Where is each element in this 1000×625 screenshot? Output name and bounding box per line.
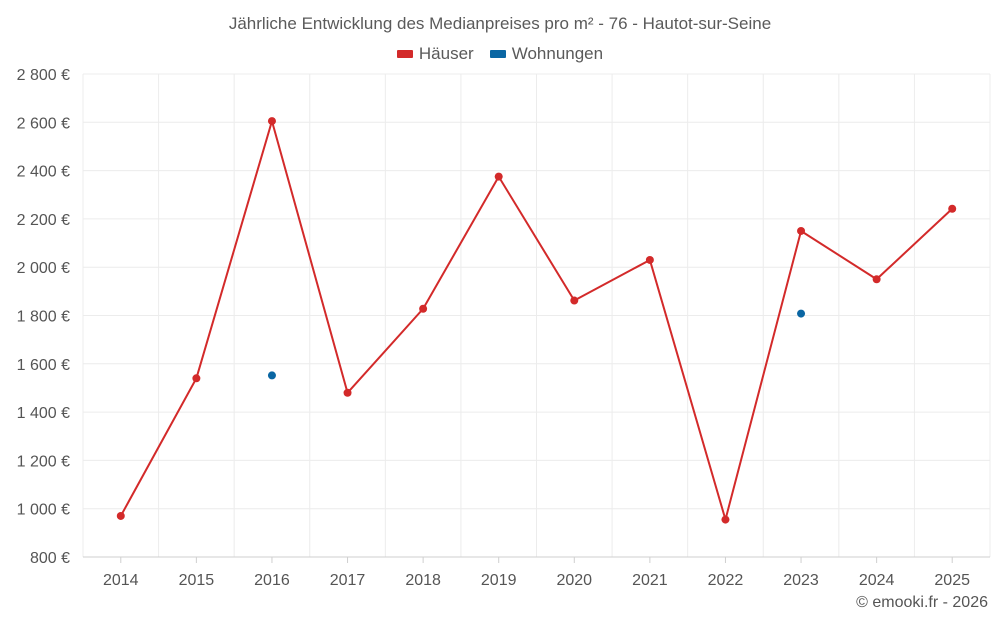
- data-point-0: [872, 275, 881, 284]
- data-point-0: [797, 226, 806, 235]
- chart-title: Jährliche Entwicklung des Medianpreises …: [228, 14, 772, 33]
- x-tick-label: 2024: [859, 572, 895, 589]
- data-point-0: [116, 511, 125, 520]
- data-point-0: [343, 388, 352, 397]
- legend-swatch-haeuser: [396, 50, 413, 58]
- x-tick-label: 2017: [330, 572, 366, 589]
- data-point-0: [721, 515, 730, 524]
- data-point-0: [192, 374, 201, 383]
- y-tick-label: 2 200 €: [17, 212, 70, 229]
- data-point-0: [948, 204, 957, 213]
- legend-label-haeuser: Häuser: [418, 44, 474, 63]
- credit: © emooki.fr - 2026: [856, 594, 988, 611]
- x-tick-label: 2018: [405, 572, 441, 589]
- x-tick-label: 2023: [783, 572, 819, 589]
- y-tick-label: 1 400 €: [17, 405, 70, 422]
- legend-swatch-wohnungen: [489, 50, 506, 58]
- data-point-1: [797, 309, 806, 318]
- y-tick-label: 1 000 €: [17, 502, 70, 519]
- x-tick-label: 2015: [179, 572, 215, 589]
- legend-label-wohnungen: Wohnungen: [511, 44, 604, 63]
- legend: Häuser Wohnungen: [0, 44, 1000, 64]
- data-point-0: [570, 296, 579, 305]
- series-line-0: [119, 120, 953, 521]
- x-tick-label: 2016: [254, 572, 290, 589]
- y-tick-label: 2 400 €: [17, 164, 70, 181]
- data-point-0: [267, 117, 276, 126]
- x-tick-label: 2020: [556, 572, 592, 589]
- data-point-0: [419, 304, 428, 313]
- x-tick-label: 2025: [934, 572, 970, 589]
- x-tick-label: 2019: [481, 572, 517, 589]
- data-point-0: [645, 255, 654, 264]
- y-tick-label: 1 200 €: [17, 453, 70, 470]
- legend-item-wohnungen[interactable]: Wohnungen: [489, 44, 604, 64]
- y-tick-label: 2 000 €: [17, 260, 70, 277]
- x-tick-label: 2014: [103, 572, 139, 589]
- x-tick-label: 2022: [708, 572, 744, 589]
- legend-item-haeuser[interactable]: Häuser: [396, 44, 474, 64]
- y-tick-label: 2 600 €: [17, 115, 70, 132]
- data-point-1: [267, 371, 276, 380]
- data-point-0: [494, 172, 503, 181]
- y-tick-label: 1 600 €: [17, 357, 70, 374]
- y-tick-label: 800 €: [30, 550, 70, 567]
- x-tick-label: 2021: [632, 572, 668, 589]
- y-tick-label: 2 800 €: [17, 67, 70, 84]
- y-tick-label: 1 800 €: [17, 309, 70, 326]
